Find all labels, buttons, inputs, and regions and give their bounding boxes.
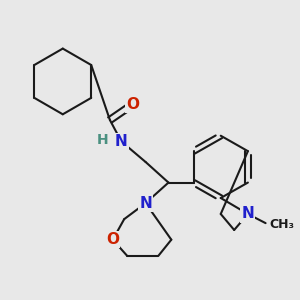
Text: N: N <box>139 196 152 211</box>
Text: CH₃: CH₃ <box>269 218 294 231</box>
Text: N: N <box>242 206 254 221</box>
Text: O: O <box>126 97 139 112</box>
Text: O: O <box>106 232 119 247</box>
Text: N: N <box>115 134 128 149</box>
Text: H: H <box>97 133 109 147</box>
